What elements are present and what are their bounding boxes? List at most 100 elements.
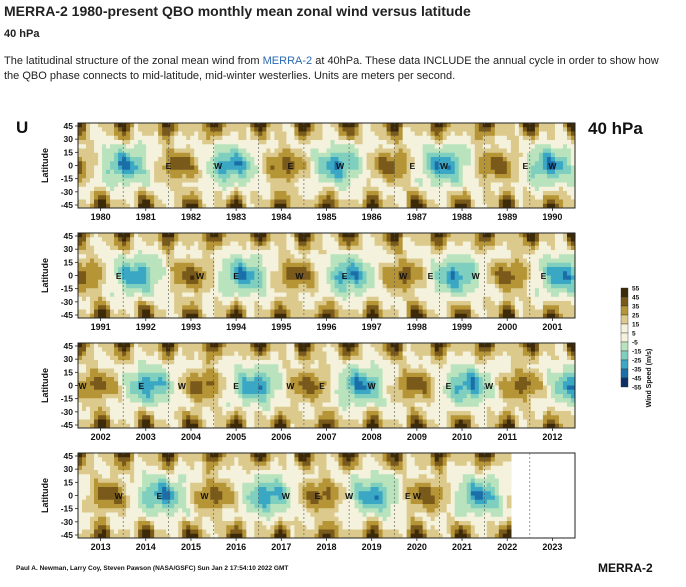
colorbar-swatch — [620, 377, 629, 388]
x-tick-label: 2001 — [542, 322, 562, 332]
y-tick-label: 45 — [64, 451, 74, 461]
x-tick-label: 2016 — [226, 542, 246, 552]
phase-label: E — [315, 491, 321, 501]
x-tick-label: 1998 — [407, 322, 427, 332]
x-tick-label: 2004 — [181, 432, 201, 442]
phase-label: W — [399, 271, 408, 281]
y-tick-label: -30 — [61, 297, 74, 307]
variable-label: U — [16, 118, 28, 137]
x-tick-label: 2013 — [91, 542, 111, 552]
y-tick-label: 15 — [64, 147, 74, 157]
phase-label: W — [413, 491, 422, 501]
y-tick-label: -30 — [61, 517, 74, 527]
phase-label: W — [78, 381, 87, 391]
phase-label: E — [116, 271, 122, 281]
x-tick-label: 1996 — [316, 322, 336, 332]
y-tick-label: 15 — [64, 367, 74, 377]
x-tick-label: 1992 — [136, 322, 156, 332]
colorbar-tick-label: 35 — [632, 304, 640, 311]
colorbar-swatch — [620, 341, 629, 352]
colorbar-swatch — [620, 350, 629, 361]
qbo-figure: U 40 hPa 45 30 15 0 -15 -30 -45 Latitude 1980 198… — [16, 118, 653, 575]
y-tick-label: -15 — [61, 394, 74, 404]
phase-label: E — [288, 161, 294, 171]
x-tick-label: 1989 — [497, 212, 517, 222]
x-tick-label: 2021 — [452, 542, 472, 552]
brand-label: MERRA-2 — [598, 561, 653, 575]
y-axis-label: Latitude — [40, 148, 50, 183]
y-tick-label: 45 — [64, 231, 74, 241]
colorbar-tick-label: -15 — [632, 349, 642, 356]
colorbar-tick-label: 25 — [632, 313, 640, 320]
x-tick-label: 1991 — [91, 322, 111, 332]
phase-label: W — [548, 161, 557, 171]
phase-label: W — [485, 381, 494, 391]
x-tick-label: 1988 — [452, 212, 472, 222]
x-tick-label: 2009 — [407, 432, 427, 442]
phase-label: W — [196, 271, 205, 281]
x-tick-label: 2020 — [407, 542, 427, 552]
x-tick-label: 2011 — [497, 432, 517, 442]
colorbar-swatch — [620, 359, 629, 370]
panel-2: 45 30 15 0 -15 -30 -45 Latitude 1991 1992 1993 1994… — [40, 231, 576, 332]
colorbar-tick-label: -35 — [632, 367, 642, 374]
wind-field — [78, 123, 575, 208]
x-tick-label: 1986 — [362, 212, 382, 222]
y-tick-label: -30 — [61, 187, 74, 197]
y-tick-label: 30 — [64, 354, 74, 364]
y-tick-label: -15 — [61, 504, 74, 514]
phase-label: E — [233, 381, 239, 391]
phase-label: E — [166, 161, 172, 171]
colorbar-swatch — [620, 287, 629, 298]
level-label: 40 hPa — [588, 119, 643, 138]
phase-label: W — [282, 491, 291, 501]
x-tick-label: 2017 — [271, 542, 291, 552]
x-tick-label: 1984 — [271, 212, 291, 222]
phase-label: W — [472, 271, 481, 281]
colorbar-tick-label: -55 — [632, 385, 642, 392]
phase-label: W — [200, 491, 209, 501]
x-tick-label: 2005 — [226, 432, 246, 442]
y-tick-label: 0 — [68, 271, 73, 281]
x-tick-label: 1994 — [226, 322, 246, 332]
x-tick-label: 2008 — [362, 432, 382, 442]
colorbar-tick-label: 45 — [632, 295, 640, 302]
panel-3: 45 30 15 0 -15 -30 -45 Latitude 2002 2003 2004 2005… — [40, 341, 576, 442]
y-tick-label: -45 — [61, 200, 74, 210]
x-tick-label: 2007 — [316, 432, 336, 442]
credit-line: Paul A. Newman, Larry Coy, Steven Pawson… — [16, 565, 288, 572]
phase-label: E — [138, 381, 144, 391]
description-text-start: The latitudinal structure of the zonal m… — [4, 55, 263, 67]
x-tick-label: 1990 — [542, 212, 562, 222]
phase-label: E — [522, 161, 528, 171]
y-tick-label: 30 — [64, 464, 74, 474]
page-title: MERRA-2 1980-present QBO monthly mean zo… — [4, 3, 471, 19]
y-tick-label: 45 — [64, 341, 74, 351]
x-tick-label: 2019 — [362, 542, 382, 552]
x-tick-label: 2015 — [181, 542, 201, 552]
phase-label: E — [405, 491, 411, 501]
colorbar-tick-label: -25 — [632, 358, 642, 365]
x-tick-label: 2003 — [136, 432, 156, 442]
phase-label: W — [336, 161, 345, 171]
colorbar-swatch — [620, 305, 629, 316]
phase-label: W — [345, 491, 354, 501]
y-axis-label: Latitude — [40, 258, 50, 293]
y-tick-label: 30 — [64, 134, 74, 144]
y-tick-label: -15 — [61, 174, 74, 184]
y-tick-label: -45 — [61, 310, 74, 320]
phase-label: E — [319, 381, 325, 391]
y-tick-label: -15 — [61, 284, 74, 294]
y-tick-label: 15 — [64, 257, 74, 267]
y-tick-label: 0 — [68, 381, 73, 391]
colorbar-swatch — [620, 323, 629, 334]
phase-label: W — [115, 491, 124, 501]
colorbar-swatch — [620, 296, 629, 307]
y-tick-label: 0 — [68, 161, 73, 171]
merra2-link[interactable]: MERRA-2 — [262, 55, 313, 67]
x-tick-label: 2002 — [91, 432, 111, 442]
panel-4: 45 30 15 0 -15 -30 -45 Latitude 2013 2014 2015 2016… — [40, 451, 576, 552]
x-tick-label: 1985 — [316, 212, 336, 222]
y-tick-label: 45 — [64, 121, 74, 131]
phase-label: E — [342, 271, 348, 281]
